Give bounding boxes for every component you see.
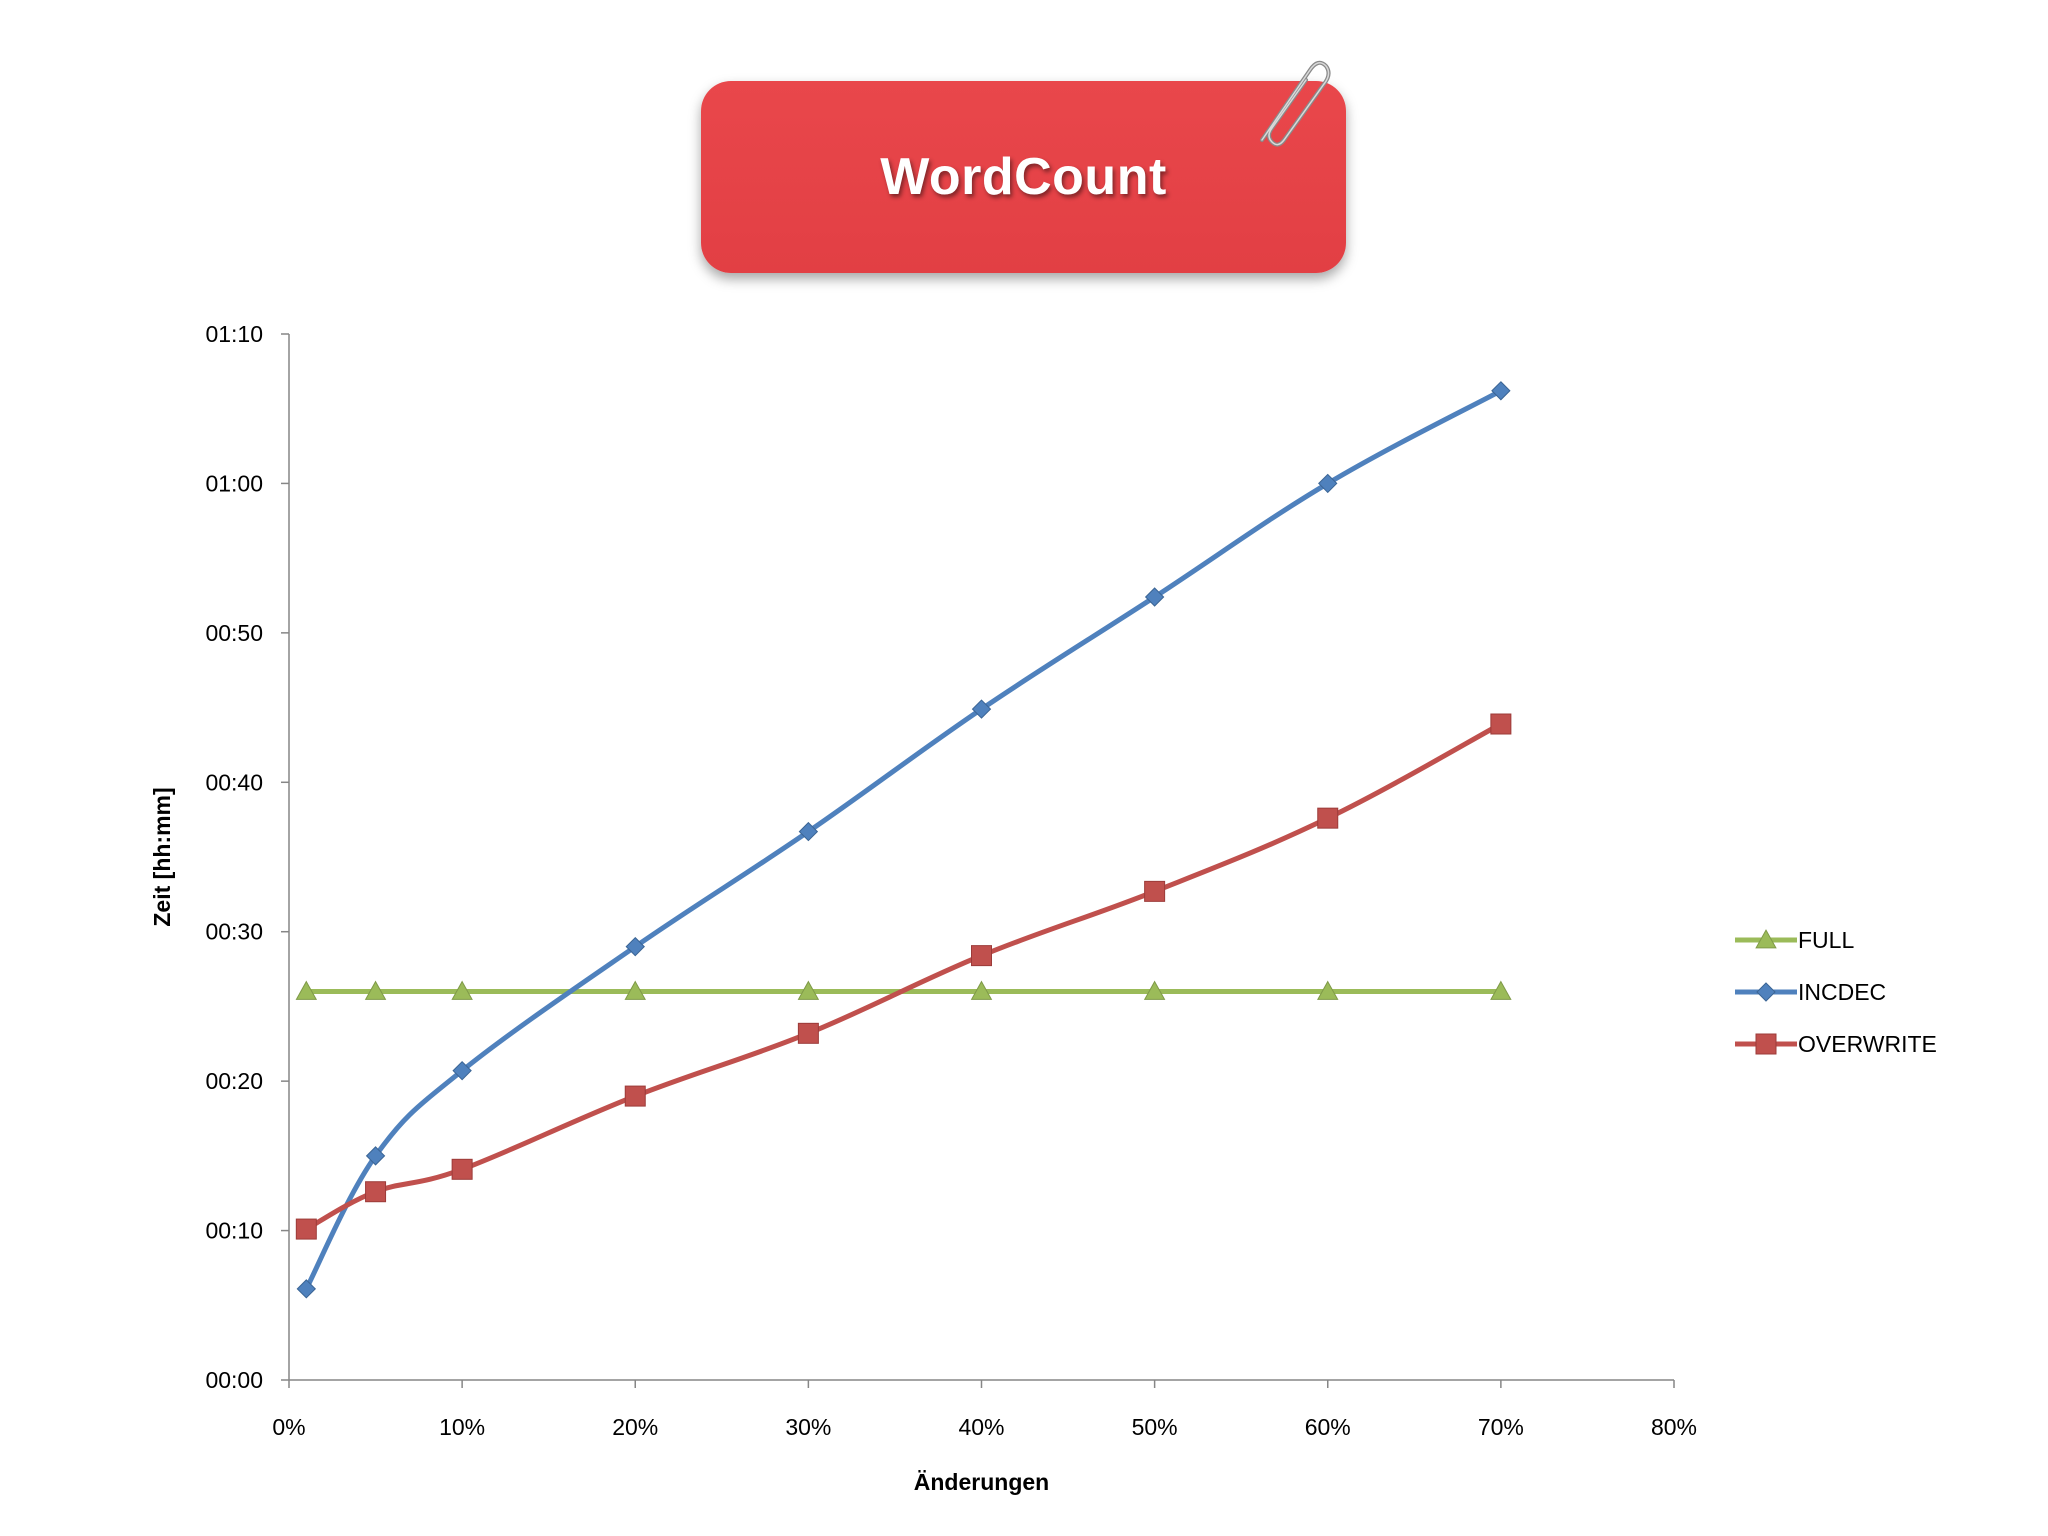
legend-swatch-marker-full (1755, 929, 1777, 949)
data-point-full (295, 980, 318, 1000)
data-point-incdec (1491, 381, 1511, 401)
legend-label-incdec: INCDEC (1798, 979, 1886, 1005)
x-tick-label: 60% (1305, 1414, 1351, 1440)
data-point-full (1317, 980, 1339, 1000)
x-tick-label: 10% (439, 1414, 485, 1440)
legend-swatch-marker-overwrite (1755, 1033, 1777, 1055)
legend: FULL INCDEC OVERWRITE (1735, 927, 1937, 1057)
data-point-full (364, 980, 387, 1000)
data-point-incdec (1144, 587, 1165, 607)
axes (281, 333, 1675, 1388)
y-tick-label: 00:30 (205, 919, 263, 945)
data-point-incdec (452, 1060, 472, 1081)
x-tick-label: 30% (785, 1414, 831, 1440)
data-point-overwrite (365, 1181, 387, 1203)
y-tick-label: 00:20 (205, 1068, 263, 1094)
legend-item-full: FULL (1735, 927, 1854, 953)
title-banner: WordCount (701, 81, 1346, 273)
x-tick-label: 80% (1651, 1414, 1697, 1440)
y-tick-label: 01:00 (205, 470, 263, 496)
tick-labels: 00:00 00:10 00:20 00:30 00:40 00:50 01:00 01:10… (205, 321, 1697, 1440)
x-tick-label: 50% (1132, 1414, 1178, 1440)
data-point-overwrite (295, 1218, 317, 1240)
data-point-full (1143, 980, 1166, 1000)
series-line-overwrite (305, 721, 1503, 1232)
chart-title: WordCount (880, 148, 1167, 206)
x-tick-label: 70% (1478, 1414, 1524, 1440)
data-point-incdec (798, 821, 819, 842)
legend-label-full: FULL (1798, 927, 1854, 953)
data-point-overwrite (797, 1022, 819, 1044)
y-tick-label: 01:10 (205, 321, 263, 347)
data-point-incdec (365, 1146, 386, 1166)
data-point-overwrite (451, 1158, 473, 1180)
data-point-incdec (296, 1279, 317, 1299)
series-full (295, 980, 1512, 1000)
x-tick-label: 0% (272, 1414, 305, 1440)
data-point-overwrite (1317, 807, 1339, 829)
paperclip-icon (1260, 60, 1331, 147)
data-point-overwrite (1490, 713, 1512, 735)
x-axis-title: Änderungen (914, 1469, 1049, 1495)
legend-item-incdec: INCDEC (1735, 979, 1886, 1005)
legend-item-overwrite: OVERWRITE (1735, 1031, 1937, 1057)
series-overwrite (295, 713, 1512, 1240)
data-point-incdec (1318, 473, 1338, 494)
data-point-incdec (971, 699, 992, 719)
data-point-full (970, 980, 993, 1000)
data-point-full (624, 980, 646, 1000)
legend-label-overwrite: OVERWRITE (1798, 1031, 1937, 1057)
legend-swatch-marker-incdec (1756, 982, 1776, 1002)
y-tick-label: 00:50 (205, 620, 263, 646)
series-incdec (296, 381, 1511, 1299)
series-line-incdec (304, 388, 1503, 1291)
data-point-overwrite (1144, 880, 1166, 902)
data-point-incdec (625, 936, 645, 957)
data-point-overwrite (971, 945, 992, 967)
y-tick-label: 00:10 (205, 1218, 263, 1244)
x-tick-label: 40% (958, 1414, 1004, 1440)
y-tick-label: 00:40 (205, 769, 263, 795)
data-point-overwrite (624, 1085, 646, 1107)
data-point-full (1490, 980, 1512, 1000)
data-point-full (797, 980, 820, 1000)
series-group (295, 381, 1512, 1299)
y-axis-title: Zeit [hh:mm] (149, 787, 175, 926)
data-point-full (451, 980, 473, 1000)
y-tick-label: 00:00 (205, 1367, 263, 1393)
x-tick-label: 20% (612, 1414, 658, 1440)
